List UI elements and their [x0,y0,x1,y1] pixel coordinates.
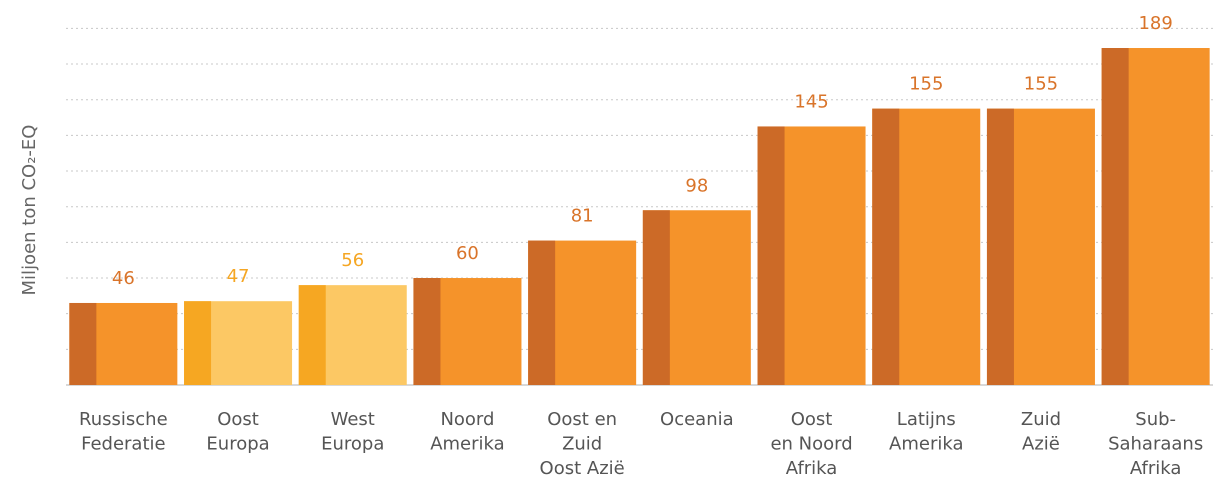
bar-accent [872,108,900,385]
x-tick-label: en Noord [770,434,852,455]
bar [413,278,522,385]
bar [184,301,293,385]
x-tick-label: Oost [217,409,259,430]
data-label: 60 [456,243,479,264]
bar [69,302,178,385]
bar-accent [184,301,212,385]
bar-accent [298,285,326,385]
bar [872,108,981,385]
bar-accent [1101,48,1129,385]
bar-accent [986,108,1014,385]
x-tick-label: Zuid [562,434,602,455]
x-tick-label: Oost [791,409,833,430]
data-label: 189 [1138,13,1172,34]
bar-accent [69,302,97,385]
x-tick-label: Europa [206,434,269,455]
x-tick-label: Sub- [1135,409,1176,430]
x-tick-label: West [331,409,375,430]
x-tick-label: Azië [1022,434,1060,455]
data-label: 56 [341,250,364,271]
data-label: 145 [794,91,828,112]
data-label: 155 [909,74,943,95]
data-label: 47 [227,266,250,287]
x-tick-label: Oceania [660,409,734,430]
x-tick-label: Amerika [889,434,963,455]
x-tick-label: Saharaans [1108,434,1203,455]
y-axis-label: Miljoen ton CO₂-EQ [19,125,40,296]
x-tick-label: Noord [440,409,494,430]
data-label: 46 [112,268,135,289]
bar-accent [757,126,785,385]
x-tick-label: Russische [79,409,168,430]
x-tick-label: Afrika [786,458,838,479]
x-tick-label: Zuid [1021,409,1061,430]
bar [528,240,637,385]
bar [298,285,407,385]
x-tick-label: Oost en [547,409,617,430]
x-tick-label: Oost Azië [540,458,625,479]
bar-accent [528,240,556,385]
x-tick-label: Afrika [1130,458,1182,479]
x-tick-label: Amerika [430,434,504,455]
data-label: 155 [1024,74,1058,95]
x-tick-label: Latijns [897,409,956,430]
x-tick-label: Europa [321,434,384,455]
bar [642,210,751,385]
bar-accent [642,210,670,385]
bar [986,108,1095,385]
bar [757,126,866,385]
data-label: 81 [571,206,594,227]
x-tick-label: Federatie [81,434,166,455]
bar [1101,48,1210,385]
data-label: 98 [685,175,708,196]
bar-accent [413,278,441,385]
